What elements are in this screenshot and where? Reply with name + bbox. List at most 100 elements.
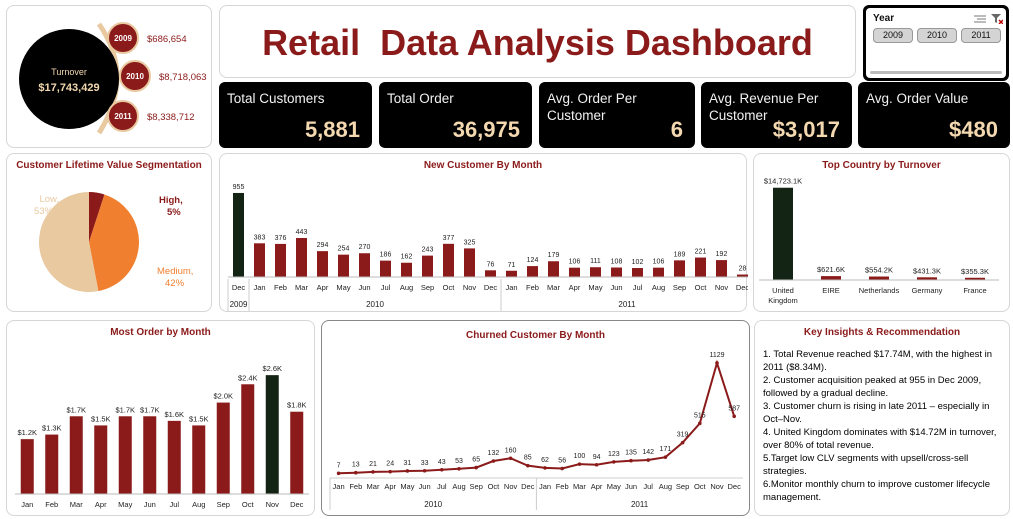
insight-item: 1. Total Revenue reached $17.74M, with t… [763,349,993,373]
x-tick-label: Mar [573,482,586,491]
year-group-label: 2010 [424,500,442,509]
bar [317,251,328,277]
kpi-value: 36,975 [452,117,520,142]
x-tick-label: Jan [253,283,265,292]
data-label: 123 [608,451,620,458]
kpi-label: Avg. Order Per Customer [547,91,637,123]
pie-label-value: 5% [167,207,181,218]
x-tick-label: May [607,482,621,491]
data-label: 13 [352,462,360,469]
bar [167,420,181,494]
bar [674,260,685,277]
most-order-chart: $1.2K Jan $1.3K Feb $1.7K Mar $1.5K Apr $1.7K May… [15,364,309,509]
bar [737,274,748,277]
data-label: 111 [590,258,601,265]
data-point [594,462,599,467]
kpi-avg-revenue-per-customer: Avg. Revenue Per Customer $3,017 [701,82,852,148]
data-label: 142 [642,449,654,456]
data-label: 106 [653,259,665,266]
x-tick-label: May [118,500,132,509]
top-country-panel: Top Country by Turnover $14,723.1K United… [753,153,1010,312]
x-tick-label: Nov [266,500,280,509]
data-label: 171 [660,446,672,453]
data-label: 31 [404,460,412,467]
data-label: 192 [716,251,728,258]
bar [611,267,622,277]
insight-item: 5.Target low CLV segments with upsell/cr… [763,453,969,477]
data-label: 7 [337,462,341,469]
data-point [354,470,358,475]
bar [94,425,108,494]
x-tick-label: Apr [569,283,581,292]
data-point [440,467,444,472]
new-customer-chart-title: New Customer By Month [423,160,543,171]
data-label: 94 [593,454,601,461]
year-2010-value: $8,718,063 [159,72,207,83]
x-tick-label: Jul [169,500,179,509]
data-label: 319 [677,432,689,439]
x-tick-label: Mar [70,500,83,509]
turnover-graphic: Turnover $17,743,429 2009 $686,654 2010 … [19,22,207,135]
x-tick-label: Aug [659,482,672,491]
data-label: $1.2K [17,428,37,437]
pie-slice-medium [89,194,139,292]
new-customer-chart: 955 Dec 383 Jan 376 Feb 443 Mar 294 Apr 254 May 270 J… [227,184,748,311]
data-label: 179 [548,252,560,259]
bar [241,384,255,494]
data-label: 254 [338,246,350,253]
x-tick-label: EIRE [822,286,840,295]
slicer-option-2009[interactable]: 2009 [873,28,913,43]
x-tick-label: Sep [470,482,483,491]
data-point [577,462,582,466]
slicer-option-2010[interactable]: 2010 [917,28,957,43]
bar [548,261,559,277]
data-label: $1.7K [115,405,135,414]
data-label: $1.6K [164,410,184,419]
data-label: 132 [488,450,500,457]
data-point [388,469,392,474]
x-tick-label: Apr [95,500,107,509]
year-2010-label: 2010 [126,72,144,81]
clear-filter-icon[interactable] [991,13,1003,24]
x-tick-label: Nov [715,283,729,292]
x-tick-label: Oct [242,500,255,509]
churned-chart: 7 Jan 13 Feb 21 Mar 24 Apr 31 May 33 Jun 43 Jul 53 Aug 6… [329,352,743,510]
slicer-scrollbar[interactable] [870,71,1002,74]
data-label: 377 [443,235,455,242]
x-tick-label: Jun [625,482,637,491]
x-tick-label: Apr [317,283,329,292]
bar [216,402,230,494]
bar [443,243,454,277]
clv-panel: Customer Lifetime Value Segmentation Hig… [6,153,212,312]
data-label: $1.5K [189,414,209,423]
turnover-label: Turnover [51,67,87,77]
bar [401,262,412,277]
insight-item: 3. Customer churn is rising in late 2011… [763,401,990,425]
insight-item: 6.Monitor monthly churn to improve custo… [763,479,991,503]
data-point [612,460,616,464]
x-tick-label: Oct [443,283,456,292]
year-group-label: 2009 [230,300,248,309]
x-tick-label: Jun [610,283,622,292]
slicer-option-2011[interactable]: 2011 [961,28,1001,43]
data-point [371,470,375,474]
data-label: 1129 [709,352,724,359]
x-tick-label: Feb [274,283,287,292]
kpi-label: Avg. Revenue Per Customer [709,91,819,123]
data-label: $1.8K [287,401,307,410]
data-point [457,466,461,471]
x-tick-label: Oct [488,482,501,491]
x-tick-label: May [588,283,602,292]
x-tick-label: Jan [21,500,33,509]
bar [254,243,265,277]
multi-select-icon[interactable] [974,14,986,24]
new-customer-panel: New Customer By Month 955 Dec 383 Jan 376 Feb… [219,153,748,312]
x-tick-label: Jan [505,283,517,292]
x-tick-label: Dec [728,482,742,491]
x-tick-label: Dec [290,500,304,509]
year-slicer-title: Year [873,13,895,24]
data-label: 53 [455,458,463,465]
data-label: $1.3K [42,424,62,433]
data-point [698,421,702,426]
x-tick-label: United [772,286,794,295]
